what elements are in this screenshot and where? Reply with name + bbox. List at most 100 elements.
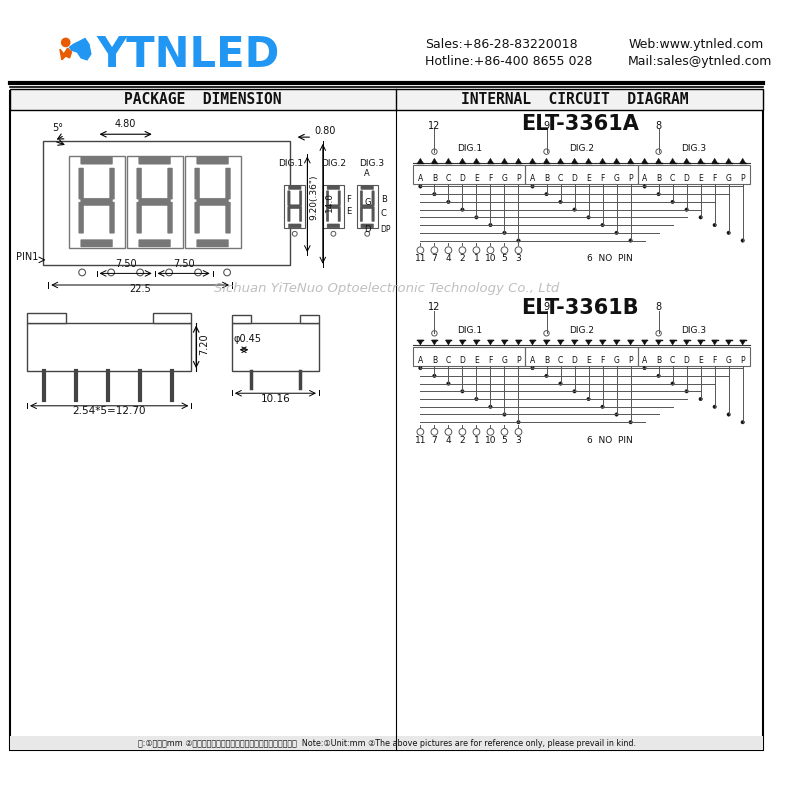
Circle shape: [699, 398, 702, 401]
FancyBboxPatch shape: [194, 168, 200, 199]
Polygon shape: [60, 48, 71, 60]
Text: P: P: [516, 174, 521, 183]
Polygon shape: [446, 158, 451, 163]
FancyBboxPatch shape: [81, 239, 113, 247]
Text: G: G: [726, 174, 732, 183]
Circle shape: [459, 247, 466, 254]
Polygon shape: [431, 340, 438, 345]
Text: ELT-3361A: ELT-3361A: [521, 114, 638, 134]
FancyBboxPatch shape: [327, 224, 340, 228]
Text: DP: DP: [380, 225, 391, 234]
Bar: [299, 315, 319, 322]
Circle shape: [446, 200, 450, 204]
Polygon shape: [586, 158, 591, 163]
FancyBboxPatch shape: [137, 168, 142, 199]
Text: 6  NO  PIN: 6 NO PIN: [586, 436, 633, 445]
Circle shape: [671, 382, 674, 386]
Text: 注:①单位：mm ②以上图形、尺寸、原理仅供参考，请以实物为准。  Note:①Unit:mm ②The above pictures are for refe: 注:①单位：mm ②以上图形、尺寸、原理仅供参考，请以实物为准。 Note:①U…: [138, 738, 635, 747]
Polygon shape: [614, 340, 619, 345]
Polygon shape: [515, 340, 522, 345]
Polygon shape: [670, 158, 675, 163]
Text: D: D: [684, 356, 690, 365]
Circle shape: [587, 398, 590, 401]
Text: 12: 12: [428, 302, 441, 312]
Text: G: G: [502, 174, 507, 183]
Text: 2: 2: [460, 254, 466, 263]
Circle shape: [292, 231, 297, 236]
Text: 7.50: 7.50: [115, 258, 137, 269]
Text: 1: 1: [474, 254, 479, 263]
FancyBboxPatch shape: [226, 168, 230, 199]
Text: 4: 4: [446, 254, 451, 263]
Polygon shape: [684, 158, 690, 163]
Bar: [322, 186, 344, 228]
Text: 10: 10: [485, 436, 496, 445]
Polygon shape: [586, 340, 591, 345]
Text: 2: 2: [460, 436, 466, 445]
FancyBboxPatch shape: [110, 202, 114, 234]
Polygon shape: [558, 340, 563, 345]
FancyBboxPatch shape: [78, 202, 84, 234]
Text: Mail:sales@ytnled.com: Mail:sales@ytnled.com: [628, 55, 773, 68]
Text: A: A: [642, 174, 647, 183]
Polygon shape: [642, 340, 647, 345]
Text: 9: 9: [543, 121, 550, 130]
Circle shape: [166, 269, 173, 276]
Circle shape: [461, 390, 464, 393]
Text: 7.20: 7.20: [199, 333, 209, 354]
Circle shape: [445, 247, 452, 254]
Text: 12: 12: [428, 121, 441, 130]
Text: DIG.1: DIG.1: [457, 326, 482, 335]
Polygon shape: [558, 158, 563, 163]
Circle shape: [558, 382, 562, 386]
Circle shape: [433, 374, 436, 378]
Circle shape: [78, 269, 86, 276]
Circle shape: [417, 429, 424, 435]
Polygon shape: [431, 158, 438, 163]
Circle shape: [194, 269, 202, 276]
Text: D: D: [459, 174, 466, 183]
FancyBboxPatch shape: [361, 224, 374, 228]
Polygon shape: [698, 340, 703, 345]
FancyBboxPatch shape: [327, 205, 340, 209]
Circle shape: [365, 231, 370, 236]
Circle shape: [671, 200, 674, 204]
Text: 11: 11: [414, 436, 426, 445]
Text: 3: 3: [516, 436, 522, 445]
Text: PIN1: PIN1: [16, 252, 38, 262]
Text: E: E: [474, 356, 479, 365]
Text: D: D: [684, 174, 690, 183]
Circle shape: [657, 374, 660, 378]
Circle shape: [431, 429, 438, 435]
Polygon shape: [684, 340, 690, 345]
Text: Hotline:+86-400 8655 028: Hotline:+86-400 8655 028: [426, 55, 593, 68]
Polygon shape: [712, 340, 718, 345]
FancyBboxPatch shape: [197, 157, 229, 164]
Circle shape: [61, 38, 70, 47]
Text: 22.5: 22.5: [130, 284, 151, 294]
Circle shape: [108, 269, 114, 276]
Text: 10: 10: [485, 254, 496, 263]
Circle shape: [656, 330, 662, 336]
Circle shape: [418, 366, 422, 370]
FancyBboxPatch shape: [338, 206, 341, 222]
Text: F: F: [713, 356, 717, 365]
Polygon shape: [726, 340, 731, 345]
FancyBboxPatch shape: [289, 224, 301, 228]
Text: P: P: [628, 356, 633, 365]
Circle shape: [474, 398, 478, 401]
Text: 5°: 5°: [53, 123, 63, 134]
Bar: [638, 347, 750, 366]
Text: E: E: [346, 207, 351, 217]
FancyBboxPatch shape: [226, 202, 230, 234]
Circle shape: [544, 149, 550, 154]
Text: DIG.2: DIG.2: [321, 159, 346, 168]
Text: 7: 7: [431, 254, 438, 263]
Polygon shape: [726, 158, 731, 163]
Text: 9.20(.36"): 9.20(.36"): [310, 174, 318, 220]
Bar: [10, 90, 763, 750]
Polygon shape: [459, 340, 466, 345]
Circle shape: [137, 269, 143, 276]
Text: B: B: [432, 356, 437, 365]
Text: A: A: [418, 174, 423, 183]
